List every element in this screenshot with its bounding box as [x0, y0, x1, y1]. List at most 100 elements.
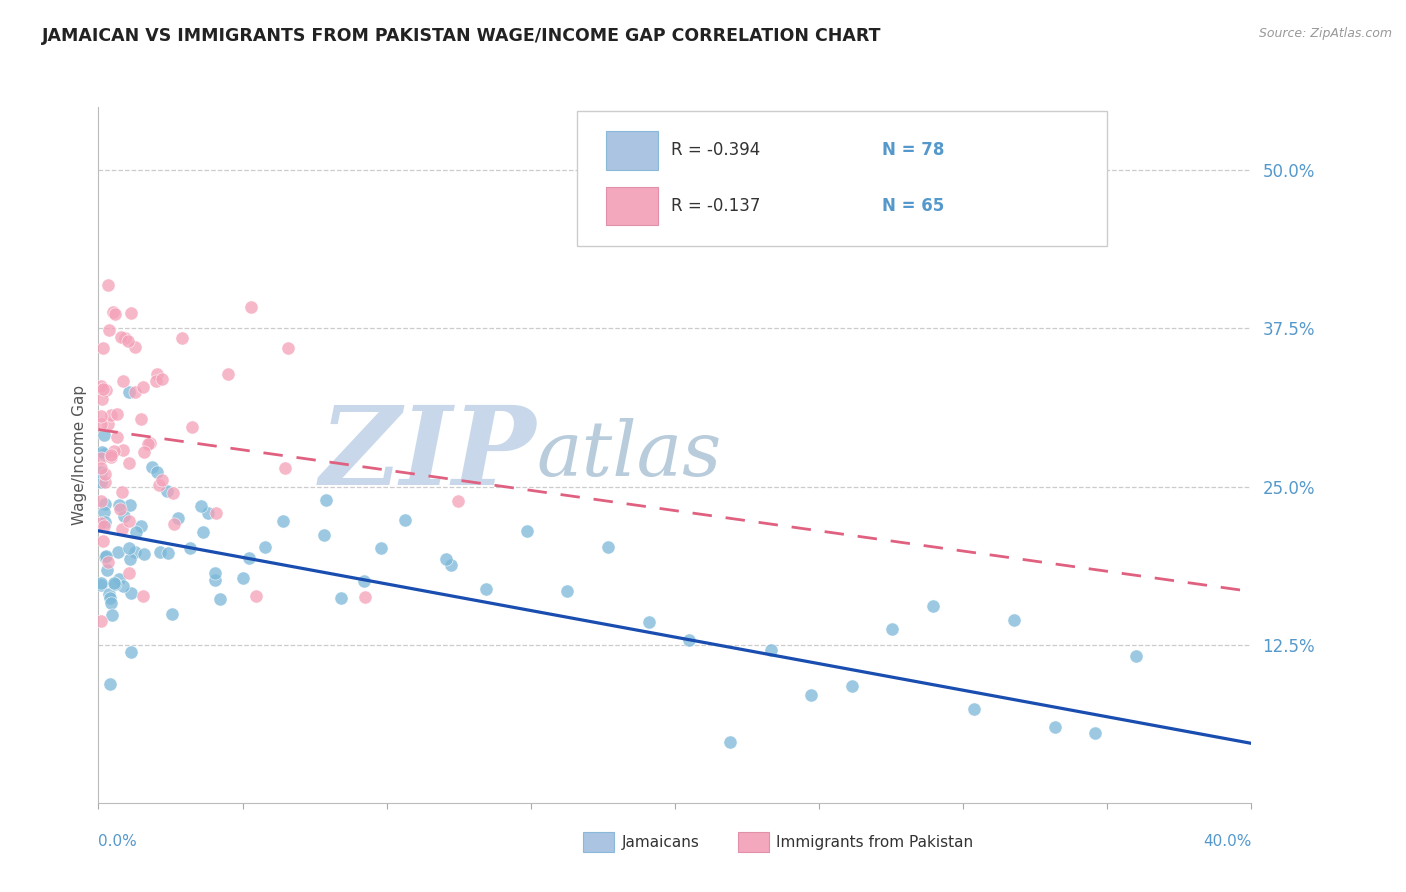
Point	[125, 524, 148, 539]
Point	[93, 519, 115, 533]
Point	[90, 576, 112, 591]
Point	[94, 549, 117, 564]
Point	[138, 435, 160, 450]
Point	[103, 576, 125, 591]
Point	[107, 430, 129, 444]
Point	[179, 541, 201, 556]
Point	[104, 577, 127, 591]
Text: N = 65: N = 65	[883, 197, 945, 215]
FancyBboxPatch shape	[606, 187, 658, 226]
Point	[108, 572, 131, 586]
Text: Immigrants from Pakistan: Immigrants from Pakistan	[776, 835, 973, 849]
Point	[596, 540, 619, 554]
Point	[101, 305, 124, 319]
Point	[162, 486, 184, 500]
Point	[475, 582, 498, 597]
Point	[231, 571, 254, 585]
Point	[94, 497, 117, 511]
Point	[93, 534, 115, 549]
Point	[90, 494, 112, 508]
Point	[120, 586, 142, 600]
Point	[94, 515, 117, 529]
Point	[110, 330, 132, 344]
Point	[96, 563, 118, 577]
Point	[94, 549, 117, 564]
Point	[180, 419, 202, 434]
Point	[100, 596, 122, 610]
Point	[93, 467, 115, 482]
Point	[882, 622, 904, 636]
Point	[204, 574, 226, 588]
Point	[240, 300, 263, 314]
Point	[94, 475, 117, 489]
Point	[132, 380, 155, 394]
Point	[312, 528, 335, 542]
Point	[217, 367, 239, 381]
Point	[134, 445, 156, 459]
Point	[167, 511, 190, 525]
Point	[197, 506, 219, 520]
Text: 40.0%: 40.0%	[1204, 834, 1251, 849]
Point	[205, 506, 228, 520]
Point	[132, 547, 155, 561]
Text: R = -0.394: R = -0.394	[672, 141, 761, 159]
Point	[104, 307, 127, 321]
Point	[354, 590, 377, 604]
Point	[110, 502, 132, 516]
FancyBboxPatch shape	[606, 131, 658, 169]
Point	[353, 574, 375, 588]
Point	[1125, 649, 1147, 664]
Point	[120, 306, 142, 320]
Point	[90, 379, 112, 393]
Point	[145, 374, 167, 388]
Point	[132, 589, 155, 603]
Point	[107, 545, 129, 559]
Point	[841, 679, 863, 693]
Point	[678, 632, 700, 647]
Point	[107, 407, 129, 421]
Point	[103, 444, 125, 458]
Point	[516, 524, 538, 538]
Point	[238, 551, 260, 566]
Point	[637, 615, 659, 630]
Point	[148, 478, 170, 492]
Point	[1002, 613, 1025, 627]
Point	[98, 591, 121, 606]
Point	[111, 443, 134, 458]
Text: Source: ZipAtlas.com: Source: ZipAtlas.com	[1258, 27, 1392, 40]
Point	[120, 498, 142, 512]
Point	[97, 323, 120, 337]
Point	[1084, 726, 1107, 740]
Point	[271, 514, 294, 528]
Point	[129, 519, 152, 533]
Text: R = -0.137: R = -0.137	[672, 197, 761, 215]
Point	[90, 461, 112, 475]
Point	[93, 447, 115, 461]
Text: Jamaicans: Jamaicans	[621, 835, 699, 849]
Point	[91, 392, 114, 406]
Point	[97, 555, 120, 569]
Point	[1043, 721, 1066, 735]
Point	[100, 448, 122, 462]
Point	[440, 558, 463, 573]
Point	[447, 494, 470, 508]
Text: ZIP: ZIP	[321, 401, 537, 508]
Point	[118, 456, 141, 470]
Point	[204, 566, 226, 581]
Point	[190, 499, 212, 513]
Point	[118, 566, 141, 581]
Text: JAMAICAN VS IMMIGRANTS FROM PAKISTAN WAGE/INCOME GAP CORRELATION CHART: JAMAICAN VS IMMIGRANTS FROM PAKISTAN WAG…	[42, 27, 882, 45]
Point	[90, 417, 112, 431]
Point	[156, 546, 179, 560]
Point	[276, 341, 298, 355]
Point	[91, 444, 114, 458]
Point	[118, 514, 141, 528]
Point	[245, 589, 267, 603]
Point	[124, 339, 146, 353]
Point	[162, 516, 184, 531]
Point	[90, 409, 112, 423]
Point	[117, 384, 139, 399]
Text: atlas: atlas	[537, 418, 721, 491]
Point	[162, 607, 184, 621]
Y-axis label: Wage/Income Gap: Wage/Income Gap	[72, 384, 87, 525]
